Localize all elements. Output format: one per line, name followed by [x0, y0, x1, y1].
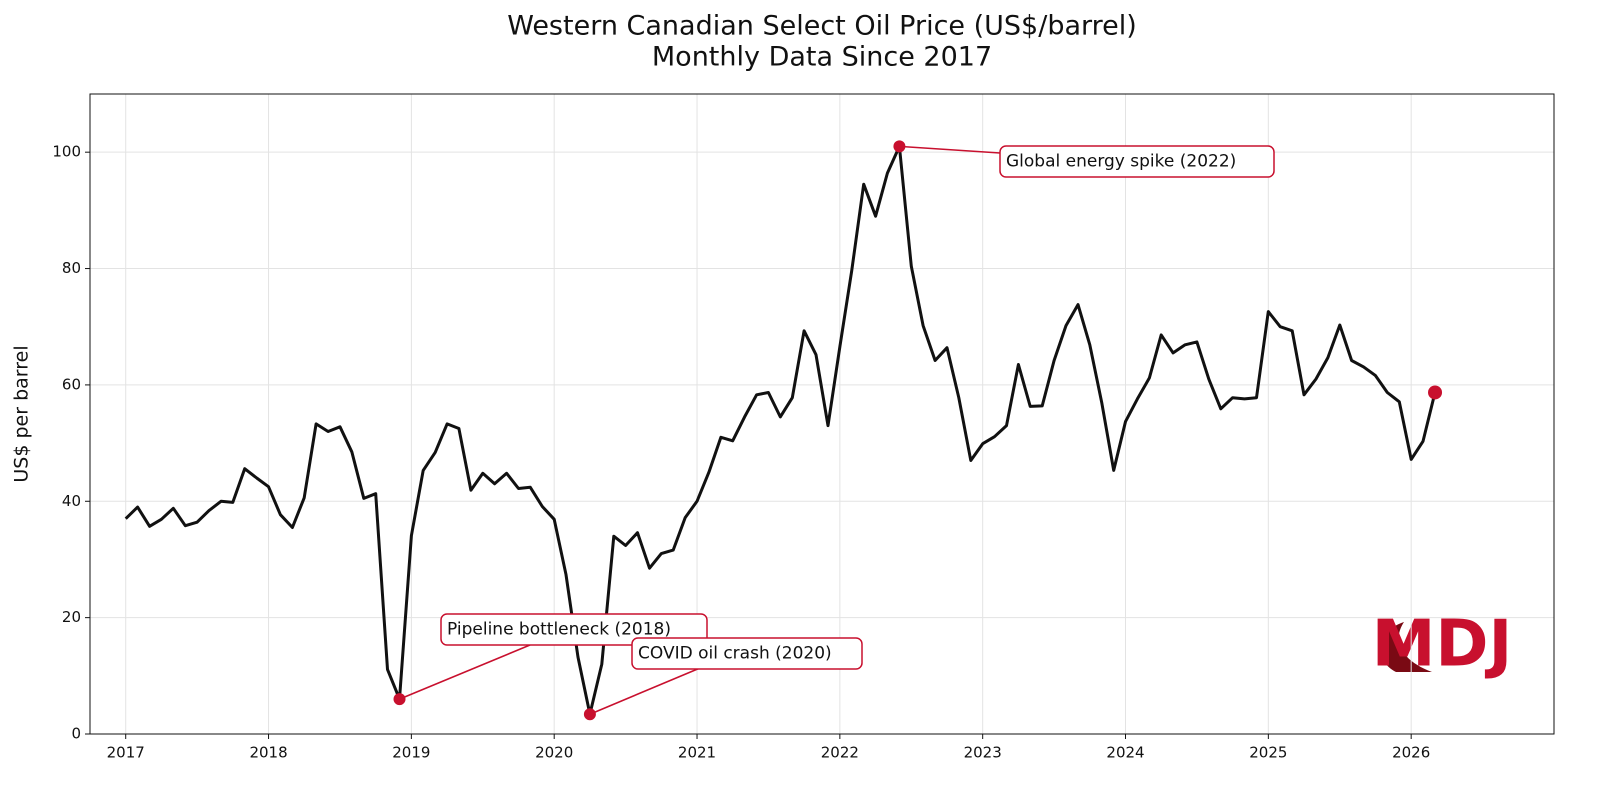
x-tick-label: 2018: [249, 744, 287, 762]
annotation-box: [631, 637, 863, 670]
y-tick-label: 80: [62, 259, 81, 277]
x-tick-label: 2019: [392, 744, 430, 762]
x-tick-label: 2021: [678, 744, 716, 762]
annotation-text: Global energy spike (2022): [1006, 152, 1236, 172]
x-tick-label: 2026: [1392, 744, 1430, 762]
x-tick-label: 2017: [107, 744, 145, 762]
last-point-marker: [1428, 385, 1443, 400]
logo-swoosh: [1380, 622, 1432, 672]
y-tick-label: 0: [71, 725, 81, 743]
plot-frame: [89, 93, 1555, 735]
annotation-text: Pipeline bottleneck (2018): [447, 620, 671, 640]
annotation-leader: [589, 667, 701, 715]
y-tick-label: 20: [62, 608, 81, 626]
logo: MDJ: [1372, 608, 1513, 682]
annotation-marker: [393, 693, 406, 706]
x-tick-label: 2020: [535, 744, 573, 762]
annotation-marker: [893, 140, 906, 153]
x-tick-label: 2022: [821, 744, 859, 762]
y-tick-label: 40: [62, 492, 81, 510]
chart-subtitle: Monthly Data Since 2017: [652, 42, 992, 73]
y-tick-label: 60: [62, 375, 81, 393]
x-tick-label: 2024: [1106, 744, 1144, 762]
annotation-leader: [399, 644, 531, 700]
data-line: [124, 144, 1437, 716]
annotation-marker: [583, 708, 596, 721]
annotation-box: [999, 145, 1275, 178]
y-axis-label: US$ per barrel: [11, 345, 33, 482]
annotation-text: COVID oil crash (2020): [638, 644, 832, 664]
x-tick-label: 2025: [1249, 744, 1287, 762]
x-tick-label: 2023: [964, 744, 1002, 762]
annotation-leader: [899, 145, 1001, 154]
chart-title: Western Canadian Select Oil Price (US$/b…: [507, 11, 1137, 42]
y-tick-label: 100: [52, 143, 81, 161]
